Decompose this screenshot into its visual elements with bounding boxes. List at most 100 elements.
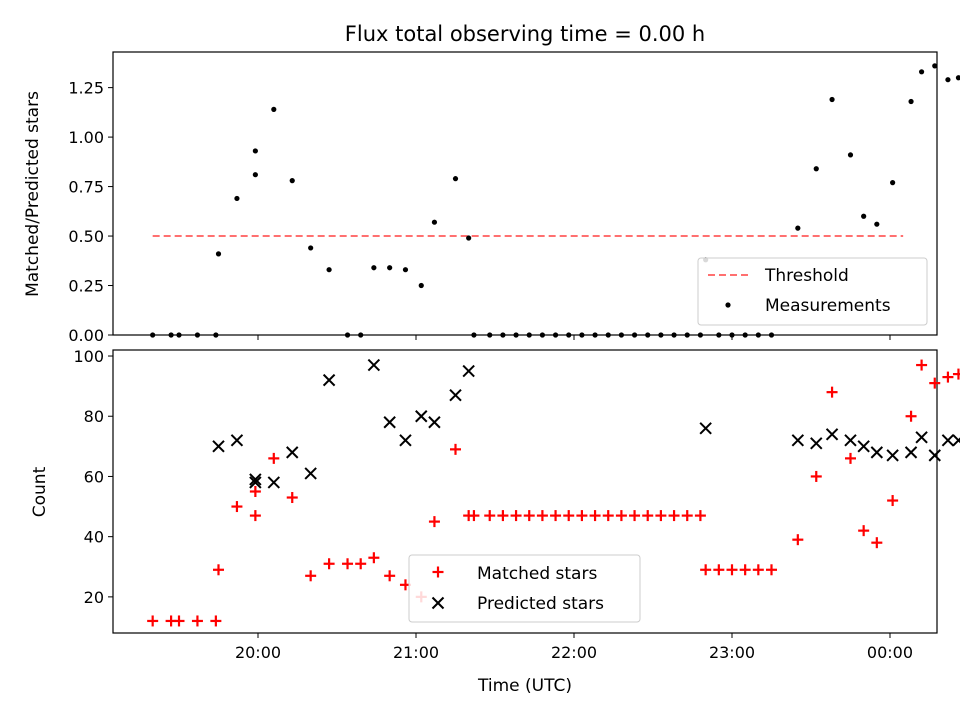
measurement-point [605, 332, 611, 338]
measurement-point [308, 245, 314, 251]
predicted-star-point [904, 446, 918, 459]
matched-star-point [368, 552, 380, 564]
measurement-point [500, 332, 506, 338]
measurement-point [150, 332, 156, 338]
measurement-point [513, 332, 519, 338]
measurement-point [289, 178, 295, 184]
bottom-y-axis-label: Count [30, 466, 50, 517]
matched-star-point [173, 615, 185, 627]
matched-star-point [792, 534, 804, 546]
matched-star-point [249, 486, 261, 497]
predicted-star-point [810, 437, 823, 450]
matched-star-point [468, 510, 480, 522]
top-plot-area: 0.00 0.25 0.50 0.75 1.00 1.25 Threshold Measure… [68, 51, 960, 345]
measurement-point [252, 172, 258, 178]
bottom-legend: Matched stars Predicted stars [408, 554, 641, 623]
predicted-star-point [857, 440, 870, 453]
matched-star-point [449, 443, 461, 455]
matched-star-point [952, 368, 960, 380]
measurement-point [847, 152, 854, 158]
measurement-point [768, 332, 775, 338]
measurement-point [729, 332, 735, 338]
matched-star-point [497, 510, 509, 522]
predicted-star-point [870, 446, 884, 459]
matched-star-point [305, 570, 317, 582]
x-tick-label: 21:00 [393, 643, 439, 662]
predicted-star-point [249, 476, 262, 489]
measurement-point [213, 332, 219, 338]
predicted-star-point [449, 388, 462, 402]
measurement-point [645, 332, 651, 338]
predicted-star-point [286, 446, 299, 459]
matched-star-point [523, 510, 535, 522]
measurement-point [932, 63, 938, 69]
matched-star-point [510, 510, 522, 522]
measurement-point [452, 176, 459, 182]
measurement-point [566, 332, 572, 338]
legend-measurements-label: Measurements [765, 296, 891, 316]
predicted-star-point [322, 373, 336, 387]
measurement-point [326, 267, 332, 273]
matched-star-point [681, 510, 693, 522]
measurement-point [755, 332, 761, 338]
x-axis-label: Time (UTC) [477, 676, 572, 696]
measurement-point [252, 148, 258, 154]
predicted-star-point [267, 476, 281, 489]
predicted-star-point [928, 449, 941, 462]
x-tick-label: 23:00 [709, 643, 755, 662]
predicted-star-point [428, 416, 441, 429]
top-y-tick-label: 0.75 [68, 178, 104, 197]
measurement-point [618, 332, 624, 338]
matched-star-point [355, 558, 367, 570]
x-tick-label: 22:00 [551, 643, 597, 662]
measurement-point [402, 267, 409, 273]
measurement-point [631, 332, 638, 338]
bottom-y-tick-label: 100 [73, 347, 104, 366]
matched-star-point [231, 501, 243, 513]
measurement-point [466, 235, 472, 241]
matched-star-point [929, 377, 941, 389]
matched-star-point [147, 615, 159, 627]
predicted-star-point [941, 434, 955, 447]
matched-star-point [629, 510, 641, 522]
matched-star-point [713, 564, 725, 576]
top-y-tick-label: 1.25 [68, 79, 104, 98]
measurement-point [418, 282, 424, 289]
legend-predicted-swatch [431, 596, 445, 610]
measurement-point [874, 221, 880, 227]
bottom-y-tick-label: 80 [84, 407, 104, 426]
matched-star-point [268, 452, 280, 464]
matched-star-point [810, 470, 822, 482]
measurement-point [658, 332, 664, 338]
matched-star-point [694, 510, 706, 522]
predicted-star-point [304, 467, 317, 480]
measurement-point [358, 332, 364, 338]
measurement-point [579, 332, 585, 338]
predicted-star-point [230, 434, 244, 447]
matched-star-point [765, 564, 777, 576]
matched-star-point [550, 510, 562, 522]
matched-star-point [589, 510, 601, 522]
measurement-point [813, 166, 819, 172]
bottom-y-tick-label: 60 [84, 467, 104, 486]
predicted-star-point [399, 434, 412, 447]
matched-star-point [615, 510, 627, 522]
matched-star-point [428, 516, 440, 528]
bottom-y-tick-label: 40 [84, 528, 104, 547]
measurement-point [592, 332, 598, 338]
matched-star-point [286, 492, 298, 504]
matched-star-point [887, 495, 899, 507]
matched-star-point [642, 510, 654, 522]
matched-star-point [536, 510, 548, 522]
matched-star-point [213, 564, 225, 576]
matched-star-point [602, 510, 614, 522]
bottom-y-tick-label: 20 [84, 588, 104, 607]
matched-star-point [191, 615, 203, 627]
matched-star-point [858, 525, 870, 537]
measurement-point [526, 332, 532, 338]
measurement-point [431, 219, 438, 225]
measurement-point [215, 251, 222, 257]
measurement-point [945, 77, 951, 83]
